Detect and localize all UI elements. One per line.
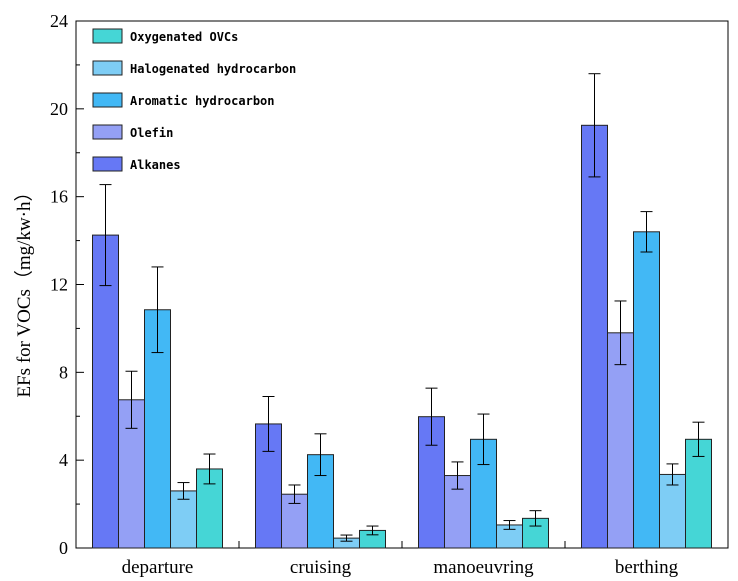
legend-label: Aromatic hydrocarbon (130, 94, 275, 108)
legend-label: Oxygenated OVCs (130, 30, 238, 44)
legend-label: Alkanes (130, 158, 181, 172)
bar (633, 231, 660, 549)
x-tick-label: berthing (615, 557, 679, 578)
y-tick-label: 8 (59, 362, 68, 382)
bar (581, 124, 608, 549)
legend-swatch (92, 92, 123, 108)
legend-swatch (92, 124, 123, 140)
y-tick-label: 0 (59, 538, 68, 558)
x-tick-label: departure (122, 557, 194, 578)
bar (92, 234, 119, 549)
bar (607, 332, 634, 549)
y-tick-label: 4 (59, 450, 68, 470)
legend-label: Olefin (130, 126, 173, 140)
chart-axes: 0 4 8 12 16 20 24 departure cruising manoeuvring b… (50, 11, 729, 578)
y-tick-label: 24 (50, 11, 68, 31)
x-tick-label: manoeuvring (433, 557, 534, 578)
y-axis-title: EFs for VOCs（mg/kw·h） (13, 183, 35, 398)
legend-label: Halogenated hydrocarbon (130, 62, 296, 76)
y-tick-label: 16 (50, 187, 68, 207)
legend-swatch (92, 28, 123, 44)
y-tick-label: 12 (50, 275, 68, 295)
legend-swatch (92, 156, 123, 172)
bar (170, 490, 197, 549)
chart-legend: Oxygenated OVCs Halogenated hydrocarbon Ar… (92, 28, 296, 172)
chart-bars (92, 73, 712, 549)
y-tick-label: 20 (50, 99, 68, 119)
legend-swatch (92, 60, 123, 76)
x-tick-label: cruising (290, 557, 352, 578)
